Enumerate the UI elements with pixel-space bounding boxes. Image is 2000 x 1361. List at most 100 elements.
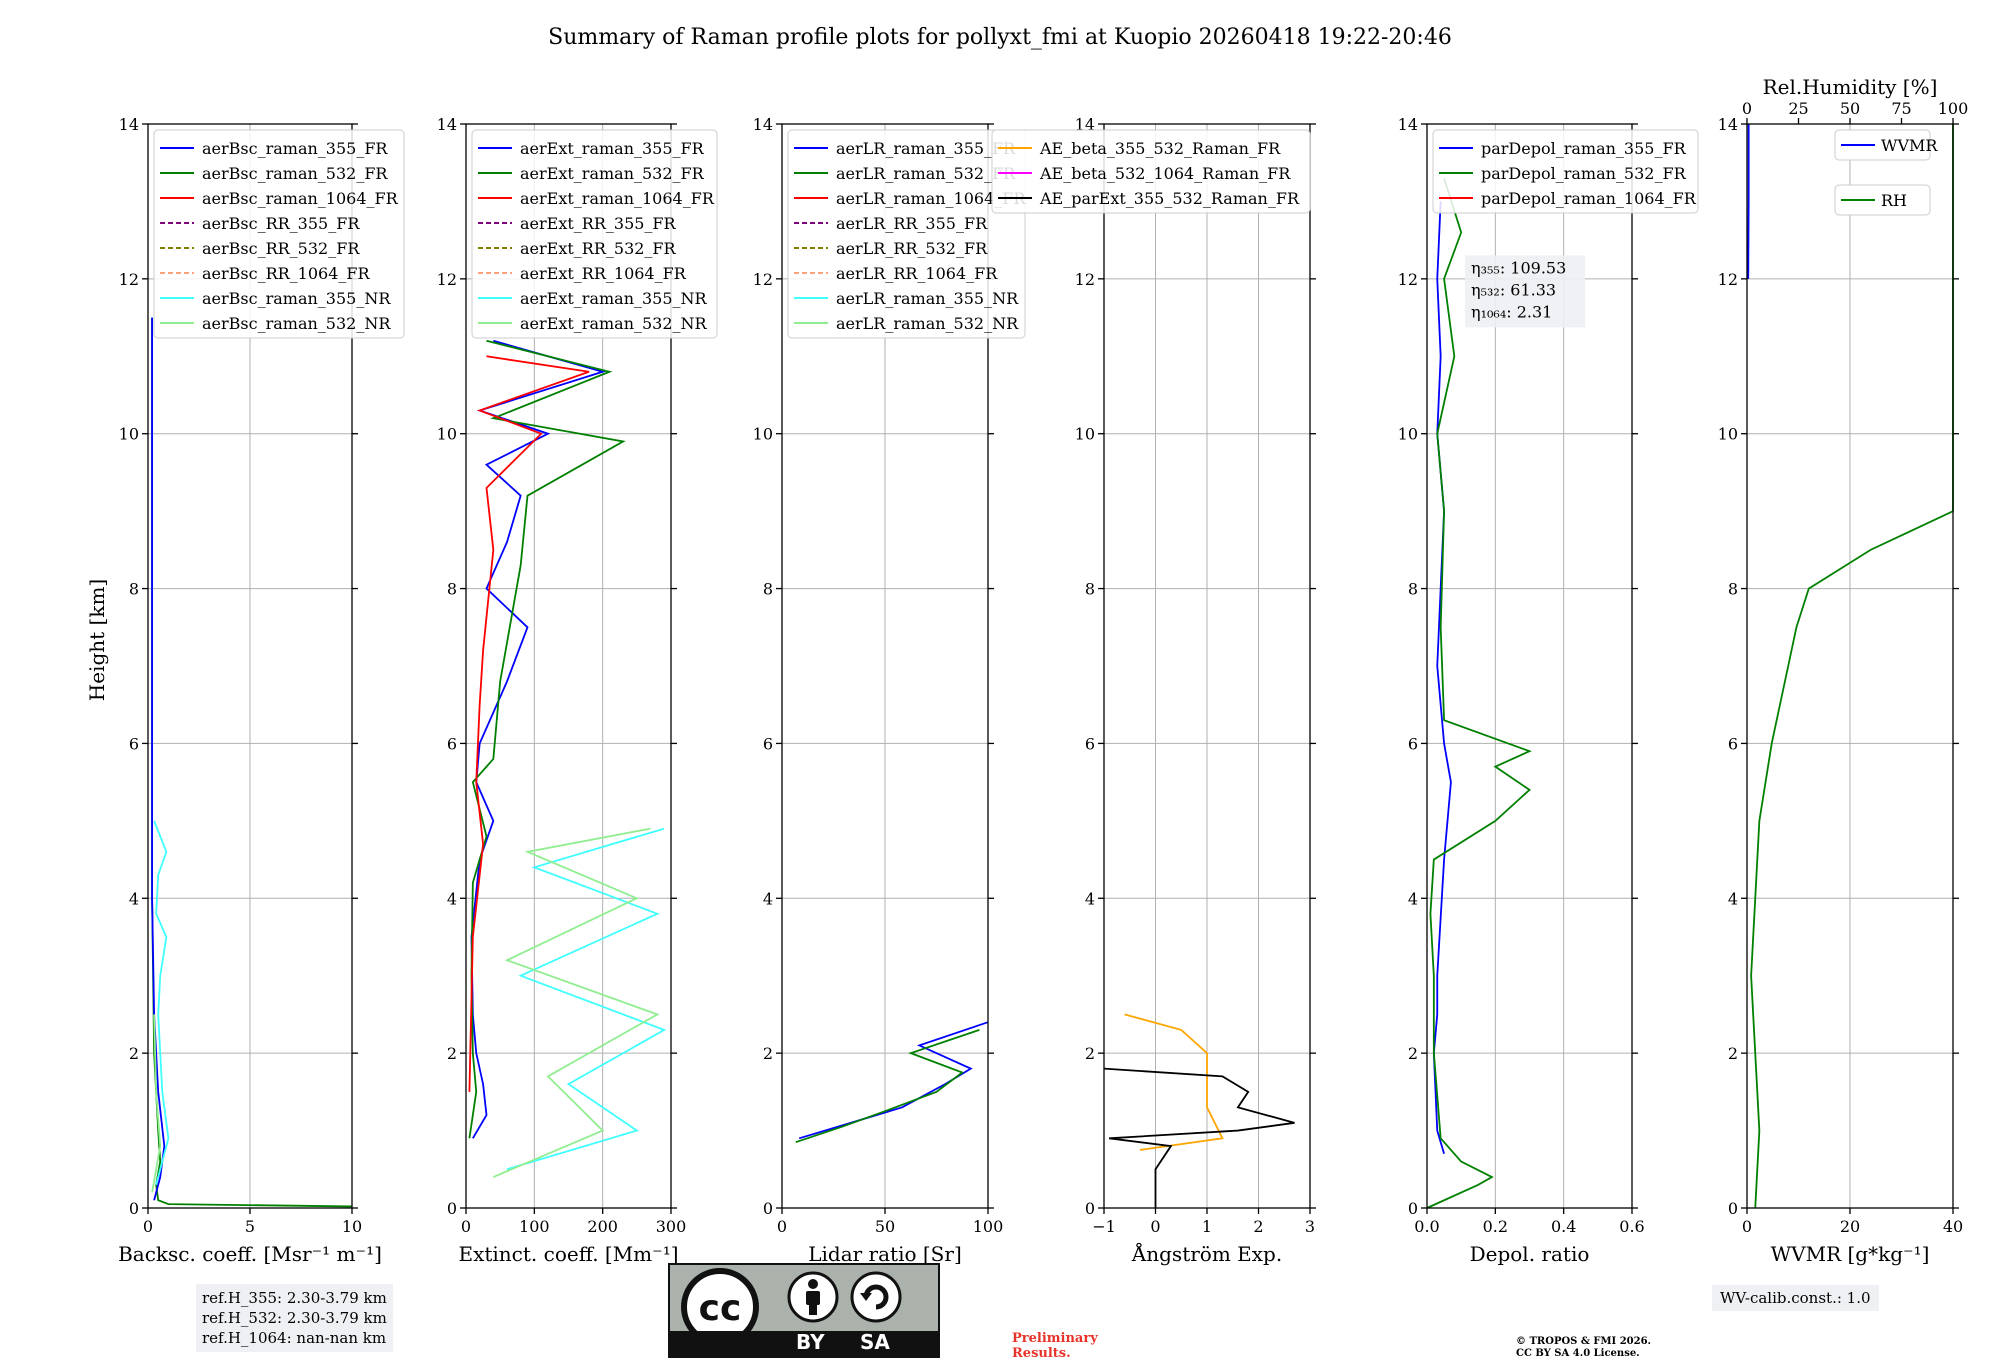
y-tick-label: 4 — [763, 889, 773, 908]
y-tick-label: 10 — [753, 425, 773, 444]
y-tick-label: 6 — [129, 734, 139, 753]
y-tick-label: 8 — [763, 580, 773, 599]
cc-sa-label: SA — [860, 1330, 890, 1354]
legend: RH — [1835, 185, 1930, 215]
preliminary-line-2: Results. — [1012, 1346, 1098, 1361]
y-tick-label: 2 — [129, 1044, 139, 1063]
top-tick-label: 25 — [1788, 99, 1808, 118]
y-tick-label: 0 — [1085, 1199, 1095, 1218]
y-tick-label: 12 — [437, 270, 457, 289]
y-tick-label: 0 — [447, 1199, 457, 1218]
legend-label: aerLR_raman_355_FR — [836, 139, 1016, 158]
y-tick-label: 4 — [447, 889, 457, 908]
y-tick-label: 10 — [1398, 425, 1418, 444]
wv-calibration-constant: WV-calib.const.: 1.0 — [1712, 1285, 1879, 1311]
x-tick-label: 0 — [777, 1217, 787, 1236]
y-axis-label: Height [km] — [85, 579, 109, 701]
legend-label: WVMR — [1881, 136, 1938, 155]
x-tick-label: 200 — [587, 1217, 618, 1236]
series-line — [154, 821, 168, 1185]
legend-label: RH — [1881, 191, 1907, 210]
legend-label: aerLR_RR_355_FR — [836, 214, 988, 233]
y-tick-label: 14 — [119, 115, 139, 134]
legend-label: aerLR_RR_1064_FR — [836, 264, 998, 283]
top-tick-label: 75 — [1891, 99, 1911, 118]
y-tick-label: 4 — [1408, 889, 1418, 908]
y-tick-label: 8 — [447, 580, 457, 599]
cc-by-sa-license-badge: cc BY SA — [668, 1263, 940, 1358]
y-tick-label: 12 — [1398, 270, 1418, 289]
legend-label: AE_beta_355_532_Raman_FR — [1039, 139, 1281, 158]
y-tick-label: 0 — [1728, 1199, 1738, 1218]
eta-text: η₃₅₅: 109.53 — [1471, 258, 1566, 277]
preliminary-notice: Preliminary Results. — [1012, 1331, 1098, 1361]
top-axis-label: Rel.Humidity [%] — [1763, 75, 1938, 99]
legend-label: parDepol_raman_532_FR — [1481, 164, 1687, 183]
legend-label: aerExt_raman_355_NR — [520, 289, 708, 308]
x-tick-label: 100 — [519, 1217, 550, 1236]
by-person-icon — [789, 1273, 837, 1321]
x-tick-label: 20 — [1840, 1217, 1860, 1236]
cc-logo-text: cc — [699, 1288, 742, 1329]
reference-height-box: ref.H_355: 2.30-3.79 km ref.H_532: 2.30-… — [196, 1284, 393, 1352]
top-tick-label: 0 — [1742, 99, 1752, 118]
cc-by-label: BY — [796, 1330, 825, 1354]
y-tick-label: 2 — [447, 1044, 457, 1063]
series-line — [799, 1022, 988, 1138]
share-alike-icon — [852, 1273, 900, 1321]
ref-line-355: ref.H_355: 2.30-3.79 km — [202, 1288, 387, 1308]
y-tick-label: 2 — [1728, 1044, 1738, 1063]
legend-label: aerExt_RR_1064_FR — [520, 264, 687, 283]
legend-label: aerLR_raman_532_FR — [836, 164, 1016, 183]
legend-label: aerBsc_RR_355_FR — [202, 214, 360, 233]
x-tick-label: 2 — [1253, 1217, 1263, 1236]
x-tick-label: 0 — [461, 1217, 471, 1236]
x-tick-label: 0 — [143, 1217, 153, 1236]
legend: WVMR — [1835, 130, 1938, 160]
legend-label: aerLR_raman_532_NR — [836, 314, 1019, 333]
series-line — [152, 318, 352, 1207]
y-tick-label: 6 — [1728, 734, 1738, 753]
figure-title: Summary of Raman profile plots for polly… — [548, 25, 1452, 50]
y-tick-label: 4 — [1728, 889, 1738, 908]
x-tick-label: 3 — [1305, 1217, 1315, 1236]
y-tick-label: 12 — [753, 270, 773, 289]
y-tick-label: 10 — [437, 425, 457, 444]
y-tick-label: 10 — [1718, 425, 1738, 444]
y-tick-label: 6 — [447, 734, 457, 753]
x-tick-label: 0 — [1150, 1217, 1160, 1236]
legend-label: aerBsc_raman_355_NR — [202, 289, 391, 308]
y-tick-label: 8 — [1728, 580, 1738, 599]
legend-label: parDepol_raman_355_FR — [1481, 139, 1687, 158]
legend-label: AE_parExt_355_532_Raman_FR — [1039, 189, 1300, 208]
y-tick-label: 12 — [1075, 270, 1095, 289]
y-tick-label: 0 — [1408, 1199, 1418, 1218]
legend-label: aerBsc_RR_1064_FR — [202, 264, 371, 283]
series-line — [1104, 1069, 1295, 1208]
series-line — [469, 341, 623, 1139]
copyright-line-2: CC BY SA 4.0 License. — [1516, 1348, 1651, 1360]
ref-line-532: ref.H_532: 2.30-3.79 km — [202, 1308, 387, 1328]
eta-text: η₅₃₂: 61.33 — [1471, 280, 1556, 299]
legend-label: aerLR_raman_355_NR — [836, 289, 1019, 308]
legend-label: aerExt_RR_532_FR — [520, 239, 677, 258]
preliminary-line-1: Preliminary — [1012, 1331, 1098, 1346]
x-tick-label: 0.6 — [1619, 1217, 1644, 1236]
legend-label: aerBsc_raman_532_NR — [202, 314, 391, 333]
y-tick-label: 12 — [1718, 270, 1738, 289]
y-tick-label: 6 — [1085, 734, 1095, 753]
x-tick-label: 40 — [1943, 1217, 1963, 1236]
y-tick-label: 14 — [1398, 115, 1418, 134]
x-axis-label: Depol. ratio — [1470, 1242, 1590, 1266]
y-tick-label: 2 — [1408, 1044, 1418, 1063]
legend: aerLR_raman_355_FR aerLR_raman_532_FR aerL… — [788, 130, 1026, 338]
y-tick-label: 2 — [763, 1044, 773, 1063]
legend-label: aerExt_raman_355_FR — [520, 139, 705, 158]
y-tick-label: 6 — [763, 734, 773, 753]
y-tick-label: 8 — [129, 580, 139, 599]
